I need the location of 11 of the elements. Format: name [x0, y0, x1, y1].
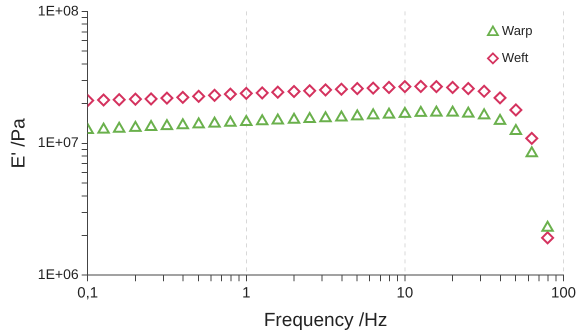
y-axis-title: E' /Pa [8, 118, 30, 168]
legend-label: Warp [502, 22, 532, 38]
x-tick-label: 1 [242, 284, 250, 302]
x-tick-label: 0,1 [77, 284, 98, 302]
legend-label: Weft [502, 50, 529, 65]
x-tick-label: 10 [396, 284, 414, 302]
y-tick-label: 1E+08 [38, 2, 79, 18]
x-axis-title: Frequency /Hz [264, 310, 388, 331]
x-tick-label: 100 [550, 284, 576, 302]
y-tick-label: 1E+06 [38, 266, 79, 282]
y-tick-label: 1E+07 [38, 134, 79, 150]
